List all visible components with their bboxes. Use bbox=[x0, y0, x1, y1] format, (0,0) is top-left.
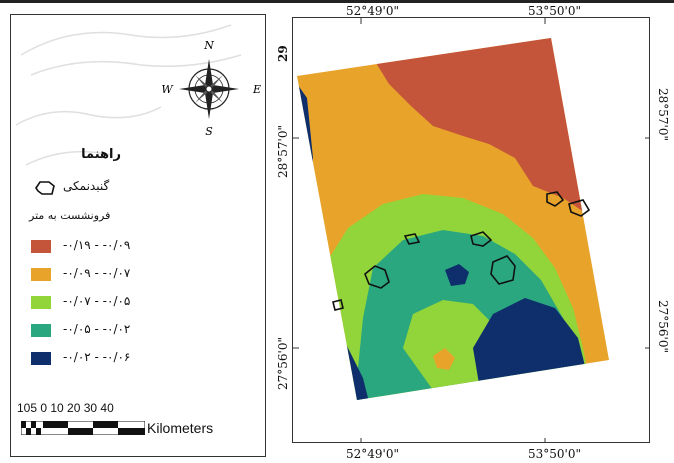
zone-lightgreen bbox=[403, 300, 498, 390]
subsidence-map bbox=[293, 18, 649, 442]
coord-right-low: 27°56'0" bbox=[656, 300, 670, 353]
scale-bar-numbers: 105 0 10 20 30 40 bbox=[17, 401, 114, 415]
legend-swatch bbox=[31, 296, 51, 309]
compass-w-label: W bbox=[161, 83, 174, 96]
compass-n-label: N bbox=[203, 39, 214, 52]
zone-orange bbox=[433, 348, 455, 370]
north-arrow-compass: N S E W bbox=[161, 39, 261, 137]
salt-dome-label: گنبدنمکی bbox=[63, 179, 110, 193]
zone-darkblue bbox=[445, 264, 469, 286]
legend-class-label: -۰/۰۹ - -۰/۰۷ bbox=[63, 266, 131, 280]
coord-left-mid: 28°57'0" bbox=[276, 125, 290, 178]
coord-left-top: 29 bbox=[276, 45, 290, 62]
legend-class-row: -۰/۱۹ - -۰/۰۹ bbox=[31, 238, 251, 258]
legend-swatch bbox=[31, 352, 51, 365]
legend-class-row: -۰/۰۵ - -۰/۰۲ bbox=[31, 322, 251, 342]
legend-class-label: -۰/۰۵ - -۰/۰۲ bbox=[63, 322, 131, 336]
compass-s-label: S bbox=[205, 125, 213, 137]
legend-class-label: -۰/۰۷ - -۰/۰۵ bbox=[63, 294, 131, 308]
compass-e-label: E bbox=[252, 83, 261, 96]
coord-bottom-left: 52°49'0" bbox=[346, 447, 399, 461]
legend-swatch bbox=[31, 324, 51, 337]
legend-class-row: -۰/۰۷ - -۰/۰۵ bbox=[31, 294, 251, 314]
scale-bar-unit: Kilometers bbox=[147, 420, 214, 436]
coord-top-left: 52°49'0" bbox=[346, 4, 399, 18]
legend-swatch bbox=[31, 240, 51, 253]
legend-class-label: -۰/۱۹ - -۰/۰۹ bbox=[63, 238, 131, 252]
salt-dome-outlines bbox=[332, 191, 591, 311]
legend-class-row: -۰/۰۹ - -۰/۰۷ bbox=[31, 266, 251, 286]
subsidence-title: فرونشست به متر bbox=[29, 209, 111, 222]
legend-swatch bbox=[31, 268, 51, 281]
coord-top-right: 53°50'0" bbox=[528, 4, 581, 18]
legend-class-label: -۰/۰۲ - -۰/۰۶ bbox=[63, 350, 131, 364]
top-border-line bbox=[0, 0, 674, 3]
coord-right-mid: 28°57'0" bbox=[656, 88, 670, 141]
coord-bottom-right: 53°50'0" bbox=[528, 447, 581, 461]
map-frame bbox=[292, 17, 650, 443]
legend-title: راهنما bbox=[81, 147, 121, 162]
salt-dome-legend-row: گنبدنمکی bbox=[29, 177, 149, 199]
legend-panel: N S E W راهنما گنبدنمکی فرونشست به متر -… bbox=[10, 14, 266, 457]
coord-left-low: 27°56'0" bbox=[276, 337, 290, 390]
legend-class-row: -۰/۰۲ - -۰/۰۶ bbox=[31, 350, 251, 370]
salt-dome-symbol-icon bbox=[35, 181, 55, 195]
scale-bar bbox=[21, 421, 145, 435]
